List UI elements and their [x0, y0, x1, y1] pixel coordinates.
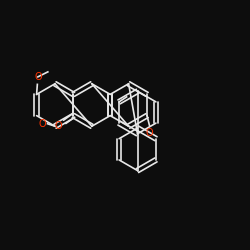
Text: O: O: [34, 72, 42, 82]
Text: O: O: [54, 121, 62, 131]
Text: O: O: [146, 128, 153, 138]
Text: O: O: [39, 119, 46, 129]
